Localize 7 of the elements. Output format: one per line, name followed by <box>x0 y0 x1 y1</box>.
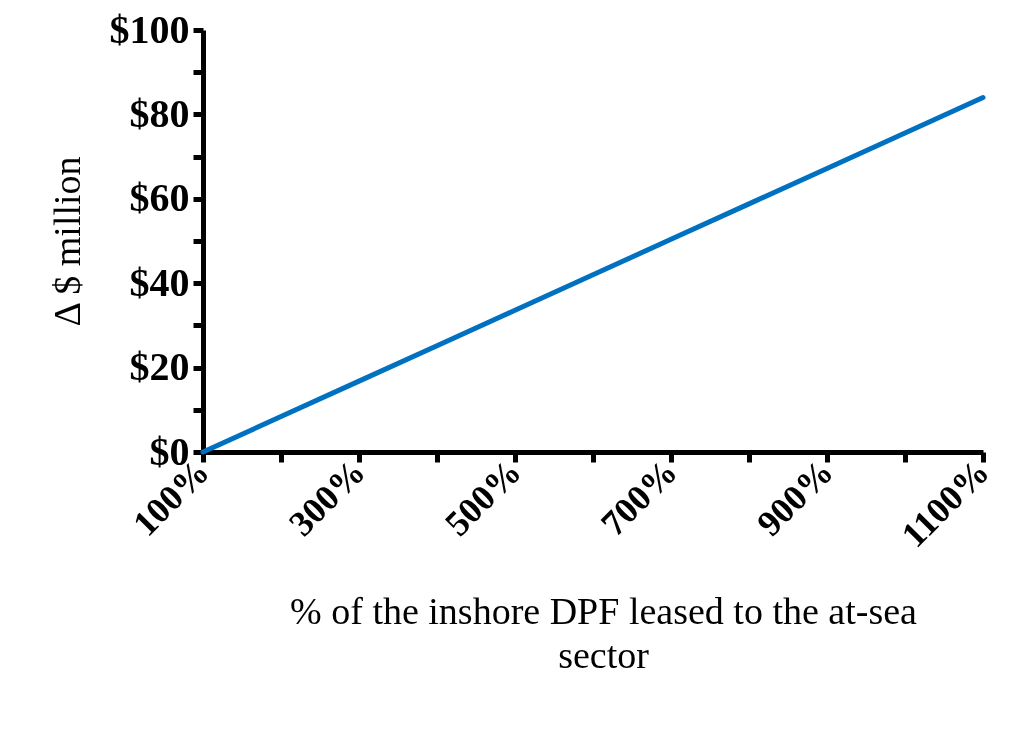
x-axis-title: % of the inshore DPF leased to the at-sea sector <box>290 590 918 677</box>
y-axis-title: Δ $ million <box>45 156 88 327</box>
y-tick-label: $80 <box>129 90 190 136</box>
y-tick-label: $60 <box>129 175 190 221</box>
y-tick-label: $100 <box>109 6 190 52</box>
y-tick-label: $40 <box>129 259 190 305</box>
y-tick-label: $20 <box>129 344 190 390</box>
